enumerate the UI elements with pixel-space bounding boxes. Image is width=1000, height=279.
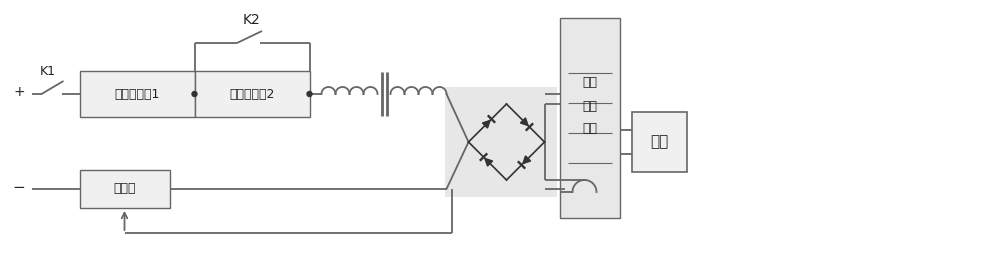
Text: K2: K2 — [243, 13, 261, 27]
Text: 智能定时器1: 智能定时器1 — [114, 88, 160, 100]
Text: 调压器: 调压器 — [113, 182, 136, 196]
Bar — [560, 18, 620, 218]
Text: K1: K1 — [40, 65, 56, 78]
Text: 四位
连体
开关: 四位 连体 开关 — [582, 76, 597, 136]
Polygon shape — [520, 118, 528, 126]
Text: +: + — [13, 85, 25, 99]
Bar — [80, 71, 194, 117]
Text: −: − — [13, 179, 25, 194]
Circle shape — [307, 92, 312, 97]
Bar — [444, 87, 556, 197]
Polygon shape — [485, 158, 493, 166]
Text: 电机: 电机 — [650, 134, 668, 149]
Polygon shape — [482, 121, 490, 128]
Polygon shape — [523, 156, 531, 163]
Bar — [194, 71, 310, 117]
Circle shape — [192, 92, 197, 97]
Bar — [80, 170, 170, 208]
Text: 智能定时器2: 智能定时器2 — [229, 88, 275, 100]
Bar — [632, 112, 686, 172]
